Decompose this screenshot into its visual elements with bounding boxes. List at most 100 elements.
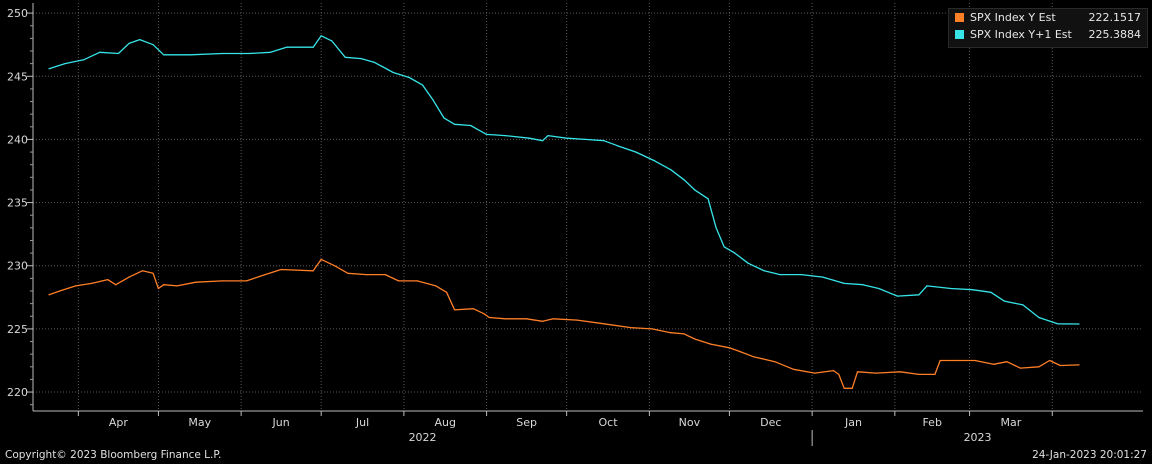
x-month-label: Aug [435, 416, 456, 429]
data-point [422, 84, 424, 86]
data-point [774, 361, 776, 363]
series-lines [48, 35, 1080, 389]
data-point [635, 151, 637, 153]
x-month-label: Mar [1001, 416, 1022, 429]
data-point [163, 284, 165, 286]
data-point [603, 140, 605, 142]
data-point [1078, 323, 1080, 325]
y-tick-label: 220 [7, 386, 28, 399]
data-point [454, 123, 456, 125]
data-point [312, 46, 314, 48]
x-month-label: Jan [844, 416, 862, 429]
data-point [128, 276, 130, 278]
data-point [91, 282, 93, 284]
data-point [432, 99, 434, 101]
data-point [115, 284, 117, 286]
data-point [616, 145, 619, 147]
data-point [1049, 359, 1051, 362]
data-point [392, 71, 394, 74]
y-tick-label: 235 [7, 197, 28, 210]
data-point [344, 56, 346, 58]
data-point [312, 270, 314, 272]
data-point [926, 285, 928, 287]
timestamp-text: 24-Jan-2023 20:01:27 [1032, 449, 1147, 461]
series-line-y-est [48, 258, 1080, 389]
axes [32, 3, 1143, 412]
data-point [99, 51, 101, 53]
legend-value-y: 222.1517 [1088, 11, 1142, 24]
data-point [1059, 364, 1061, 367]
data-point [723, 246, 725, 248]
data-point [176, 285, 178, 287]
data-point [373, 61, 376, 64]
data-point [504, 318, 506, 320]
x-year-label: 2022 [409, 431, 437, 444]
x-month-label: Dec [760, 416, 781, 429]
legend-entry-y1: SPX Index Y+1 Est 225.3884 [949, 26, 1147, 43]
data-point [715, 227, 717, 229]
data-point [264, 274, 266, 276]
data-point [566, 137, 568, 139]
data-point [398, 280, 400, 282]
x-month-label: Jun [272, 416, 290, 429]
data-point [384, 274, 386, 276]
legend-value-y1: 225.3884 [1088, 28, 1142, 41]
data-point [128, 42, 130, 45]
data-point [584, 138, 586, 140]
data-point [1038, 316, 1040, 319]
data-point [248, 52, 250, 55]
x-year-label: 2023 [964, 431, 992, 444]
data-point [734, 252, 736, 254]
data-point [347, 272, 349, 274]
data-point [360, 58, 362, 60]
data-point [670, 169, 672, 171]
data-point [408, 76, 410, 79]
data-point [472, 308, 474, 310]
data-point [1022, 304, 1024, 306]
data-point [221, 52, 223, 55]
series-line-y1-est [48, 35, 1080, 325]
data-point [971, 289, 973, 291]
data-point [152, 44, 154, 46]
data-point [48, 294, 50, 296]
y-tick-label: 230 [7, 260, 28, 273]
data-point [899, 371, 901, 373]
data-point [280, 268, 282, 271]
data-point [528, 137, 530, 139]
data-point [710, 343, 712, 345]
data-point [950, 287, 952, 290]
data-point [443, 117, 445, 119]
data-point [59, 290, 61, 292]
x-month-label: Oct [598, 416, 618, 429]
data-point [83, 59, 85, 61]
y-axis-ticks: 220 225 230 235 240 245 250 [7, 7, 33, 406]
data-point [763, 270, 765, 272]
data-point [195, 281, 197, 283]
data-point [107, 279, 109, 281]
x-month-label: Jul [355, 416, 369, 429]
data-point [365, 274, 368, 276]
legend: SPX Index Y Est 222.1517 SPX Index Y+1 E… [948, 8, 1148, 48]
data-point [939, 359, 941, 362]
data-point [728, 347, 731, 349]
data-point [245, 280, 248, 282]
x-month-label: Nov [679, 416, 701, 429]
data-point [320, 258, 322, 260]
data-point [483, 313, 485, 315]
data-point [822, 276, 824, 278]
data-point [163, 54, 165, 56]
data-point [838, 373, 840, 375]
data-point [470, 124, 472, 127]
data-point [800, 274, 803, 276]
data-point [862, 284, 864, 286]
data-point [878, 287, 880, 290]
data-point [416, 280, 418, 282]
data-point [694, 189, 696, 191]
data-point [75, 285, 77, 287]
data-point [856, 371, 859, 373]
data-point [504, 135, 506, 137]
data-point [814, 372, 816, 374]
data-point [526, 318, 528, 320]
data-point [333, 265, 336, 267]
